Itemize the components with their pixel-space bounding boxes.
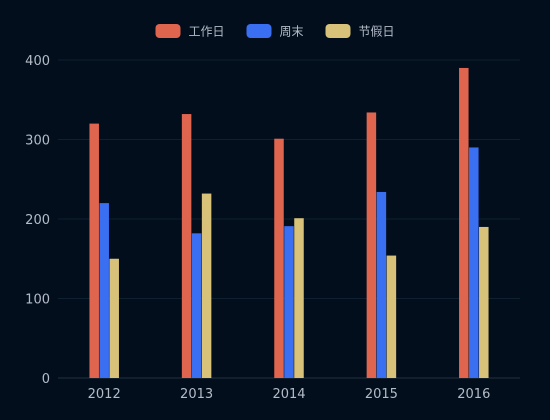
legend-item[interactable]: 工作日 [155,24,225,39]
legend-item[interactable]: 节假日 [325,24,395,39]
x-tick-label: 2015 [365,387,398,402]
legend-item[interactable]: 周末 [246,24,304,39]
bar-3-2013[interactable] [201,193,212,378]
bar-2-2013[interactable] [191,233,202,378]
bar-1-2015[interactable] [366,112,377,378]
bar-3-2016[interactable] [479,226,489,378]
y-tick-label: 300 [25,134,50,149]
bar-2-2016[interactable] [469,147,479,378]
legend-label: 工作日 [189,25,225,39]
bar-1-2014[interactable] [274,138,284,378]
bar-layer [89,67,489,378]
bar-1-2013[interactable] [181,114,192,378]
bar-2-2014[interactable] [284,226,294,378]
x-tick-label: 2014 [272,387,305,402]
legend-swatch [246,24,272,38]
bar-1-2012[interactable] [89,123,99,378]
legend-swatch [155,24,181,38]
legend-label: 节假日 [359,25,395,39]
y-tick-label: 0 [42,372,50,387]
y-tick-label: 400 [25,54,50,69]
legend[interactable]: 工作日 周末 节假日 [155,24,395,39]
bar-2-2015[interactable] [376,191,387,378]
y-tick-label: 100 [25,293,50,308]
bar-3-2012[interactable] [109,258,119,378]
bar-3-2015[interactable] [386,255,397,378]
axis-layer: 0 100 200 300 400 2012 2013 2014 2015 2016 [25,54,490,402]
x-tick-label: 2012 [88,387,121,402]
x-tick-label: 2013 [180,387,213,402]
bar-3-2014[interactable] [294,218,304,378]
y-tick-label: 200 [25,213,50,228]
x-tick-label: 2016 [457,387,490,402]
bar-1-2016[interactable] [459,67,469,378]
legend-swatch [325,24,351,38]
bar-2-2012[interactable] [99,203,109,378]
grid-layer [58,59,520,379]
legend-label: 周末 [280,25,304,39]
